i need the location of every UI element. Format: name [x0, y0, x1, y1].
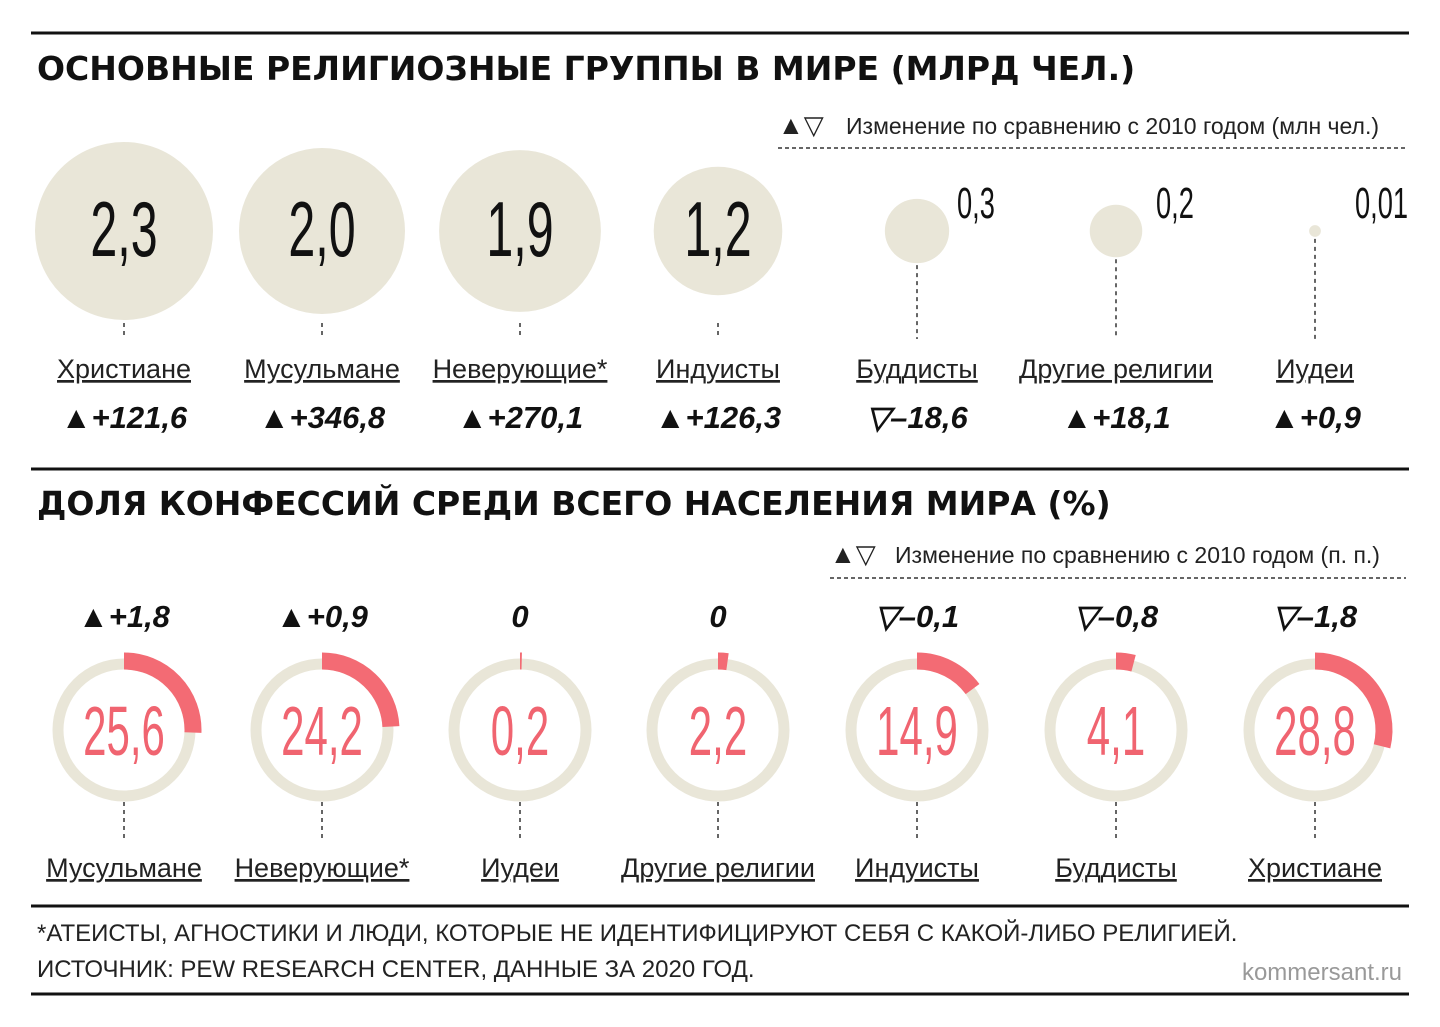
donut-category-label: Индуисты	[855, 853, 979, 883]
bubble-category-label: Индуисты	[656, 354, 780, 384]
top-legend-symbols: ▲▽	[778, 110, 824, 140]
donut-value-arc	[1314, 652, 1393, 749]
bubble-category-label: Мусульмане	[244, 354, 400, 384]
bottom-legend-text: Изменение по сравнению с 2010 годом (п. …	[895, 542, 1380, 568]
top-legend-text: Изменение по сравнению с 2010 годом (млн…	[846, 113, 1379, 139]
bubble-value-label: 0,2	[1156, 178, 1194, 227]
donut-value-arc	[717, 652, 729, 671]
bubble	[653, 166, 783, 296]
bottom-title: ДОЛЯ КОНФЕССИЙ СРЕДИ ВСЕГО НАСЕЛЕНИЯ МИР…	[37, 483, 1111, 523]
bubble-value-label: 2,0	[288, 185, 355, 273]
bubble-category-label: Неверующие*	[433, 354, 608, 384]
bubble-change-label: ▲+126,3	[655, 400, 781, 435]
bubble-value-label: 2,3	[90, 185, 157, 273]
donut-value-label: 24,2	[281, 693, 363, 771]
donut-category-label: Буддисты	[1055, 853, 1177, 883]
bubble-change-label: ▲+0,9	[1269, 400, 1362, 435]
donut-change-label: ▲+1,8	[78, 599, 171, 634]
donut-value-label: 25,6	[83, 693, 165, 771]
bubble-category-label: Другие религии	[1019, 354, 1213, 384]
bubble-change-label: ▽–18,6	[866, 400, 968, 435]
donut-value-label: 14,9	[876, 693, 958, 771]
donut-value-arc	[1115, 652, 1136, 672]
donut-track	[845, 658, 989, 802]
donut-value-arc	[321, 652, 400, 728]
top-title: ОСНОВНЫЕ РЕЛИГИОЗНЫЕ ГРУППЫ В МИРЕ (МЛРД…	[37, 49, 1135, 88]
donut-category-label: Неверующие*	[235, 853, 410, 883]
donut-value-label: 4,1	[1087, 693, 1145, 771]
footnote: *АТЕИСТЫ, АГНОСТИКИ И ЛЮДИ, КОТОРЫЕ НЕ И…	[37, 919, 1237, 947]
bubble-change-label: ▲+270,1	[457, 400, 583, 435]
donut-change-label: ▽–0,8	[1074, 599, 1159, 634]
donut-value-label: 28,8	[1274, 693, 1356, 771]
bubble-value-label: 0,3	[957, 178, 995, 227]
donut-change-label: 0	[511, 599, 528, 634]
donut-track	[448, 658, 592, 802]
donut-change-label: ▽–1,8	[1273, 599, 1358, 634]
bubble-value-label: 0,01	[1355, 178, 1408, 227]
bottom-legend-symbols: ▲▽	[830, 539, 876, 569]
donut-category-label: Христиане	[1248, 853, 1382, 883]
bubble-category-label: Буддисты	[856, 354, 978, 384]
donut-category-label: Иудеи	[481, 853, 559, 883]
donut-change-label: 0	[709, 599, 726, 634]
donut-category-label: Мусульмане	[46, 853, 202, 883]
bubble	[239, 148, 405, 314]
donut-chart: 25,6 ▲+1,8 Мусульмане 24,2 ▲+0,9 Неверующие* 0…	[46, 599, 1393, 883]
bubble-category-label: Иудеи	[1276, 354, 1354, 384]
bubble-change-label: ▲+18,1	[1061, 400, 1170, 435]
bubble-category-label: Христиане	[57, 354, 191, 384]
bubble-change-label: ▲+121,6	[61, 400, 188, 435]
bubble-chart: 2,3 Христиане ▲+121,6 2,0 Мусульмане ▲+346,8 1…	[35, 142, 1408, 435]
bubble	[1309, 225, 1321, 237]
bubble	[884, 198, 950, 264]
source-note: ИСТОЧНИК: PEW RESEARCH CENTER, ДАННЫЕ ЗА…	[37, 956, 755, 983]
donut-value-label: 0,2	[491, 693, 549, 771]
donut-category-label: Другие религии	[621, 853, 815, 883]
donut-change-label: ▽–0,1	[875, 599, 959, 634]
bubble-value-label: 1,9	[486, 185, 553, 273]
bubble	[1089, 204, 1143, 258]
bubble-change-label: ▲+346,8	[259, 400, 386, 435]
donut-value-label: 2,2	[689, 693, 747, 771]
bubble-value-label: 1,2	[684, 185, 751, 273]
site-credit: kommersant.ru	[1242, 959, 1402, 986]
bubble	[439, 150, 601, 312]
bubble	[35, 142, 213, 320]
donut-change-label: ▲+0,9	[276, 599, 369, 634]
donut-value-arc	[916, 652, 980, 695]
donut-value-arc	[123, 652, 202, 733]
